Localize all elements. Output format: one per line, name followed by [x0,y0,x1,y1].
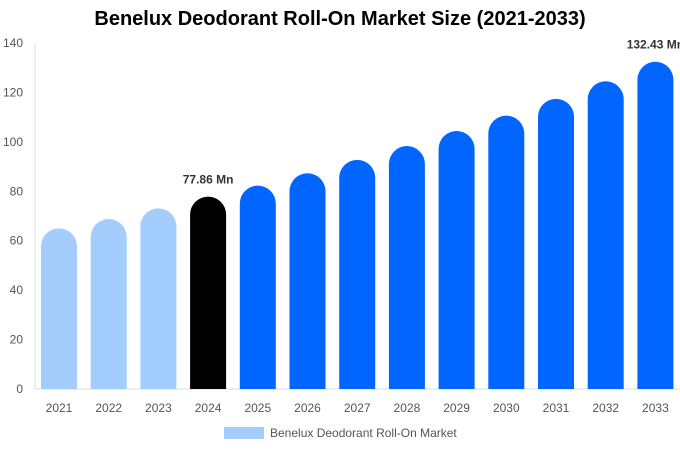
chart-title: Benelux Deodorant Roll-On Market Size (2… [94,8,586,30]
y-tick-label: 120 [3,85,23,99]
x-tick-label: 2033 [642,401,669,415]
y-tick-label: 0 [16,382,23,396]
x-tick-label: 2029 [443,401,470,415]
bar-2023 [140,208,177,389]
y-tick-label: 140 [3,36,23,50]
bar-2025 [239,185,276,389]
x-tick-label: 2026 [294,401,321,415]
y-tick-label: 20 [10,333,24,347]
bar-2021 [41,228,77,389]
x-tick-label: 2022 [95,401,122,415]
x-tick-label: 2024 [195,401,222,415]
x-tick-label: 2021 [46,401,73,415]
x-tick-label: 2025 [244,401,271,415]
y-tick-label: 60 [10,234,24,248]
bar-2022 [90,218,127,389]
y-tick-label: 40 [10,283,24,297]
y-tick-label: 80 [10,184,24,198]
x-tick-label: 2023 [145,401,172,415]
bar-2031 [538,98,574,390]
bar-2026 [289,173,326,389]
bar-2029 [438,130,475,390]
bar-2033 [637,61,674,390]
x-tick-label: 2031 [543,401,570,415]
bar-2024 [190,196,227,389]
legend-label: Benelux Deodorant Roll-On Market [270,426,457,440]
x-tick-label: 2032 [592,401,619,415]
x-tick-label: 2028 [394,401,421,415]
legend: Benelux Deodorant Roll-On Market [224,426,457,440]
bar-2030 [488,115,525,389]
data-label: 132.43 Mn [627,38,680,52]
data-label: 77.86 Mn [183,173,234,187]
bar-2028 [388,146,425,389]
bar-2027 [339,159,376,389]
bar-2032 [587,81,624,390]
x-tick-label: 2027 [344,401,371,415]
legend-swatch [224,427,264,439]
y-tick-label: 100 [3,135,23,149]
x-tick-label: 2030 [493,401,520,415]
